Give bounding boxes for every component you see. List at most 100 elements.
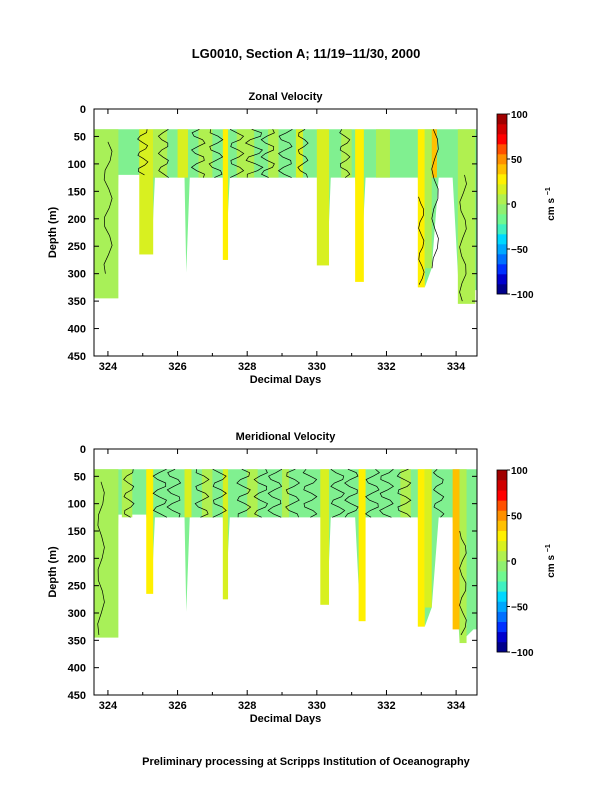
meridional-velocity-band (358, 469, 366, 622)
meridional-contour-line (285, 468, 301, 518)
meridional-velocity-band (424, 469, 432, 608)
zonal-y-tick-label: 250 (68, 241, 86, 253)
zonal-x-tick-label: 330 (308, 361, 326, 373)
zonal-contour-line (157, 129, 169, 178)
zonal-velocity-band (268, 129, 279, 178)
zonal-velocity-band (424, 129, 432, 269)
meridional-colorbar-swatch (497, 571, 507, 582)
meridional-x-axis-label: Decimal Days (250, 713, 322, 725)
zonal-colorbar-tick-label: −100 (511, 290, 534, 301)
zonal-y-tick-label: 200 (68, 214, 86, 226)
zonal-contour-line (229, 128, 245, 178)
zonal-contour-line (277, 128, 293, 178)
meridional-y-tick-label: 400 (68, 663, 86, 675)
zonal-velocity-band (355, 129, 364, 282)
meridional-colorbar-swatch (497, 540, 507, 552)
zonal-velocity-band (376, 129, 390, 178)
zonal-velocity-band (139, 129, 154, 255)
meridional-x-tick-label: 332 (377, 700, 395, 712)
meridional-velocity-band (201, 469, 213, 518)
zonal-y-tick-label: 350 (68, 296, 86, 308)
zonal-contour-line (260, 129, 275, 178)
meridional-y-tick-label: 50 (74, 471, 86, 483)
meridional-velocity-band (146, 469, 154, 594)
figure-title: LG0010, Section A; 11/19–11/30, 2000 (191, 46, 421, 61)
meridional-contour-line (97, 481, 105, 635)
meridional-colorbar-swatch (497, 591, 507, 602)
zonal-colorbar-swatch (497, 224, 507, 235)
zonal-velocity-band (417, 129, 425, 288)
zonal-colorbar-swatch (497, 184, 507, 195)
meridional-velocity-band (222, 469, 229, 600)
zonal-y-tick-label: 450 (68, 351, 86, 363)
meridional-colorbar-swatch (497, 470, 507, 481)
meridional-colorbar-swatch (497, 561, 507, 572)
meridional-colorbar-tick-label: −50 (511, 603, 528, 614)
meridional-contour-line (166, 468, 182, 518)
meridional-y-tick-label: 350 (68, 635, 86, 647)
meridional-x-tick-label: 334 (447, 700, 466, 712)
zonal-y-tick-label: 100 (68, 159, 86, 171)
meridional-colorbar-tick-label: 50 (511, 512, 523, 523)
meridional-x-tick-label: 326 (168, 700, 186, 712)
meridional-velocity-band (417, 469, 425, 627)
meridional-colorbar-swatch (497, 601, 507, 612)
zonal-colorbar-swatch (497, 114, 507, 125)
zonal-colorbar-unit-exponent: −1 (545, 187, 552, 195)
meridional-plot-area (94, 468, 477, 644)
meridional-colorbar-tick-label: −100 (511, 648, 534, 659)
meridional-colorbar-unit-exponent: −1 (545, 544, 552, 552)
zonal-velocity-band (457, 129, 476, 304)
meridional-colorbar-swatch (497, 500, 507, 511)
meridional-panel-title: Meridional Velocity (236, 431, 337, 443)
zonal-colorbar-unit: cm s (546, 195, 557, 221)
zonal-colorbar-swatch (497, 254, 507, 265)
zonal-colorbar-swatch (497, 144, 507, 155)
zonal-colorbar-swatch (497, 274, 507, 285)
zonal-y-axis-label: Depth (m) (47, 207, 59, 259)
zonal-velocity-panel: Zonal Velocity 324 326 328 330 332 334 Decimal … (47, 91, 557, 386)
zonal-y-tick-label: 0 (80, 104, 86, 116)
meridional-x-tick-label: 330 (308, 700, 326, 712)
zonal-colorbar-swatch (497, 134, 507, 145)
zonal-contour-line (418, 196, 425, 285)
meridional-y-tick-label: 250 (68, 581, 86, 593)
zonal-velocity-band (198, 129, 213, 178)
meridional-x-tick-label: 328 (238, 700, 256, 712)
meridional-colorbar-tick-label: 0 (511, 557, 517, 568)
zonal-velocity-band (316, 129, 330, 266)
meridional-colorbar-swatch (497, 550, 507, 562)
meridional-colorbar-tick-label: 100 (511, 466, 528, 477)
meridional-colorbar-swatch (497, 581, 507, 592)
meridional-colorbar-swatch (497, 510, 507, 521)
meridional-contour-line (212, 468, 227, 518)
zonal-colorbar-tick-label: 0 (511, 200, 517, 211)
zonal-plot-area (94, 128, 477, 304)
meridional-plot-frame (93, 448, 478, 696)
zonal-contour-line (297, 128, 309, 178)
zonal-y-tick-label: 400 (68, 324, 86, 336)
meridional-velocity-panel: Meridional Velocity 324 326 328 330 332 334 Dec… (47, 431, 557, 725)
zonal-panel-title: Zonal Velocity (249, 91, 324, 103)
zonal-colorbar-swatch (497, 234, 507, 245)
zonal-colorbar-swatch (497, 194, 507, 205)
meridional-colorbar-swatch (497, 641, 507, 653)
zonal-velocity-band (177, 129, 189, 178)
meridional-contour-line (152, 468, 168, 518)
footer-credit: Preliminary processing at Scripps Instit… (142, 756, 470, 768)
zonal-plot-frame (93, 108, 478, 357)
zonal-contour-line (208, 129, 224, 178)
zonal-contour-line (103, 141, 113, 274)
meridional-colorbar-swatch (497, 621, 507, 633)
meridional-y-tick-label: 150 (68, 526, 86, 538)
zonal-colorbar-tick-label: 100 (511, 110, 528, 121)
zonal-colorbar-swatch (497, 264, 507, 275)
meridional-velocity-band (247, 469, 258, 518)
zonal-contour-line (431, 129, 439, 269)
zonal-y-tick-label: 150 (68, 186, 86, 198)
meridional-colorbar-label: cm s −1 (545, 544, 557, 578)
meridional-y-tick-label: 300 (68, 608, 86, 620)
zonal-contour-line (190, 128, 206, 178)
meridional-velocity-band (452, 469, 460, 630)
zonal-colorbar-tick-label: −50 (511, 245, 528, 256)
